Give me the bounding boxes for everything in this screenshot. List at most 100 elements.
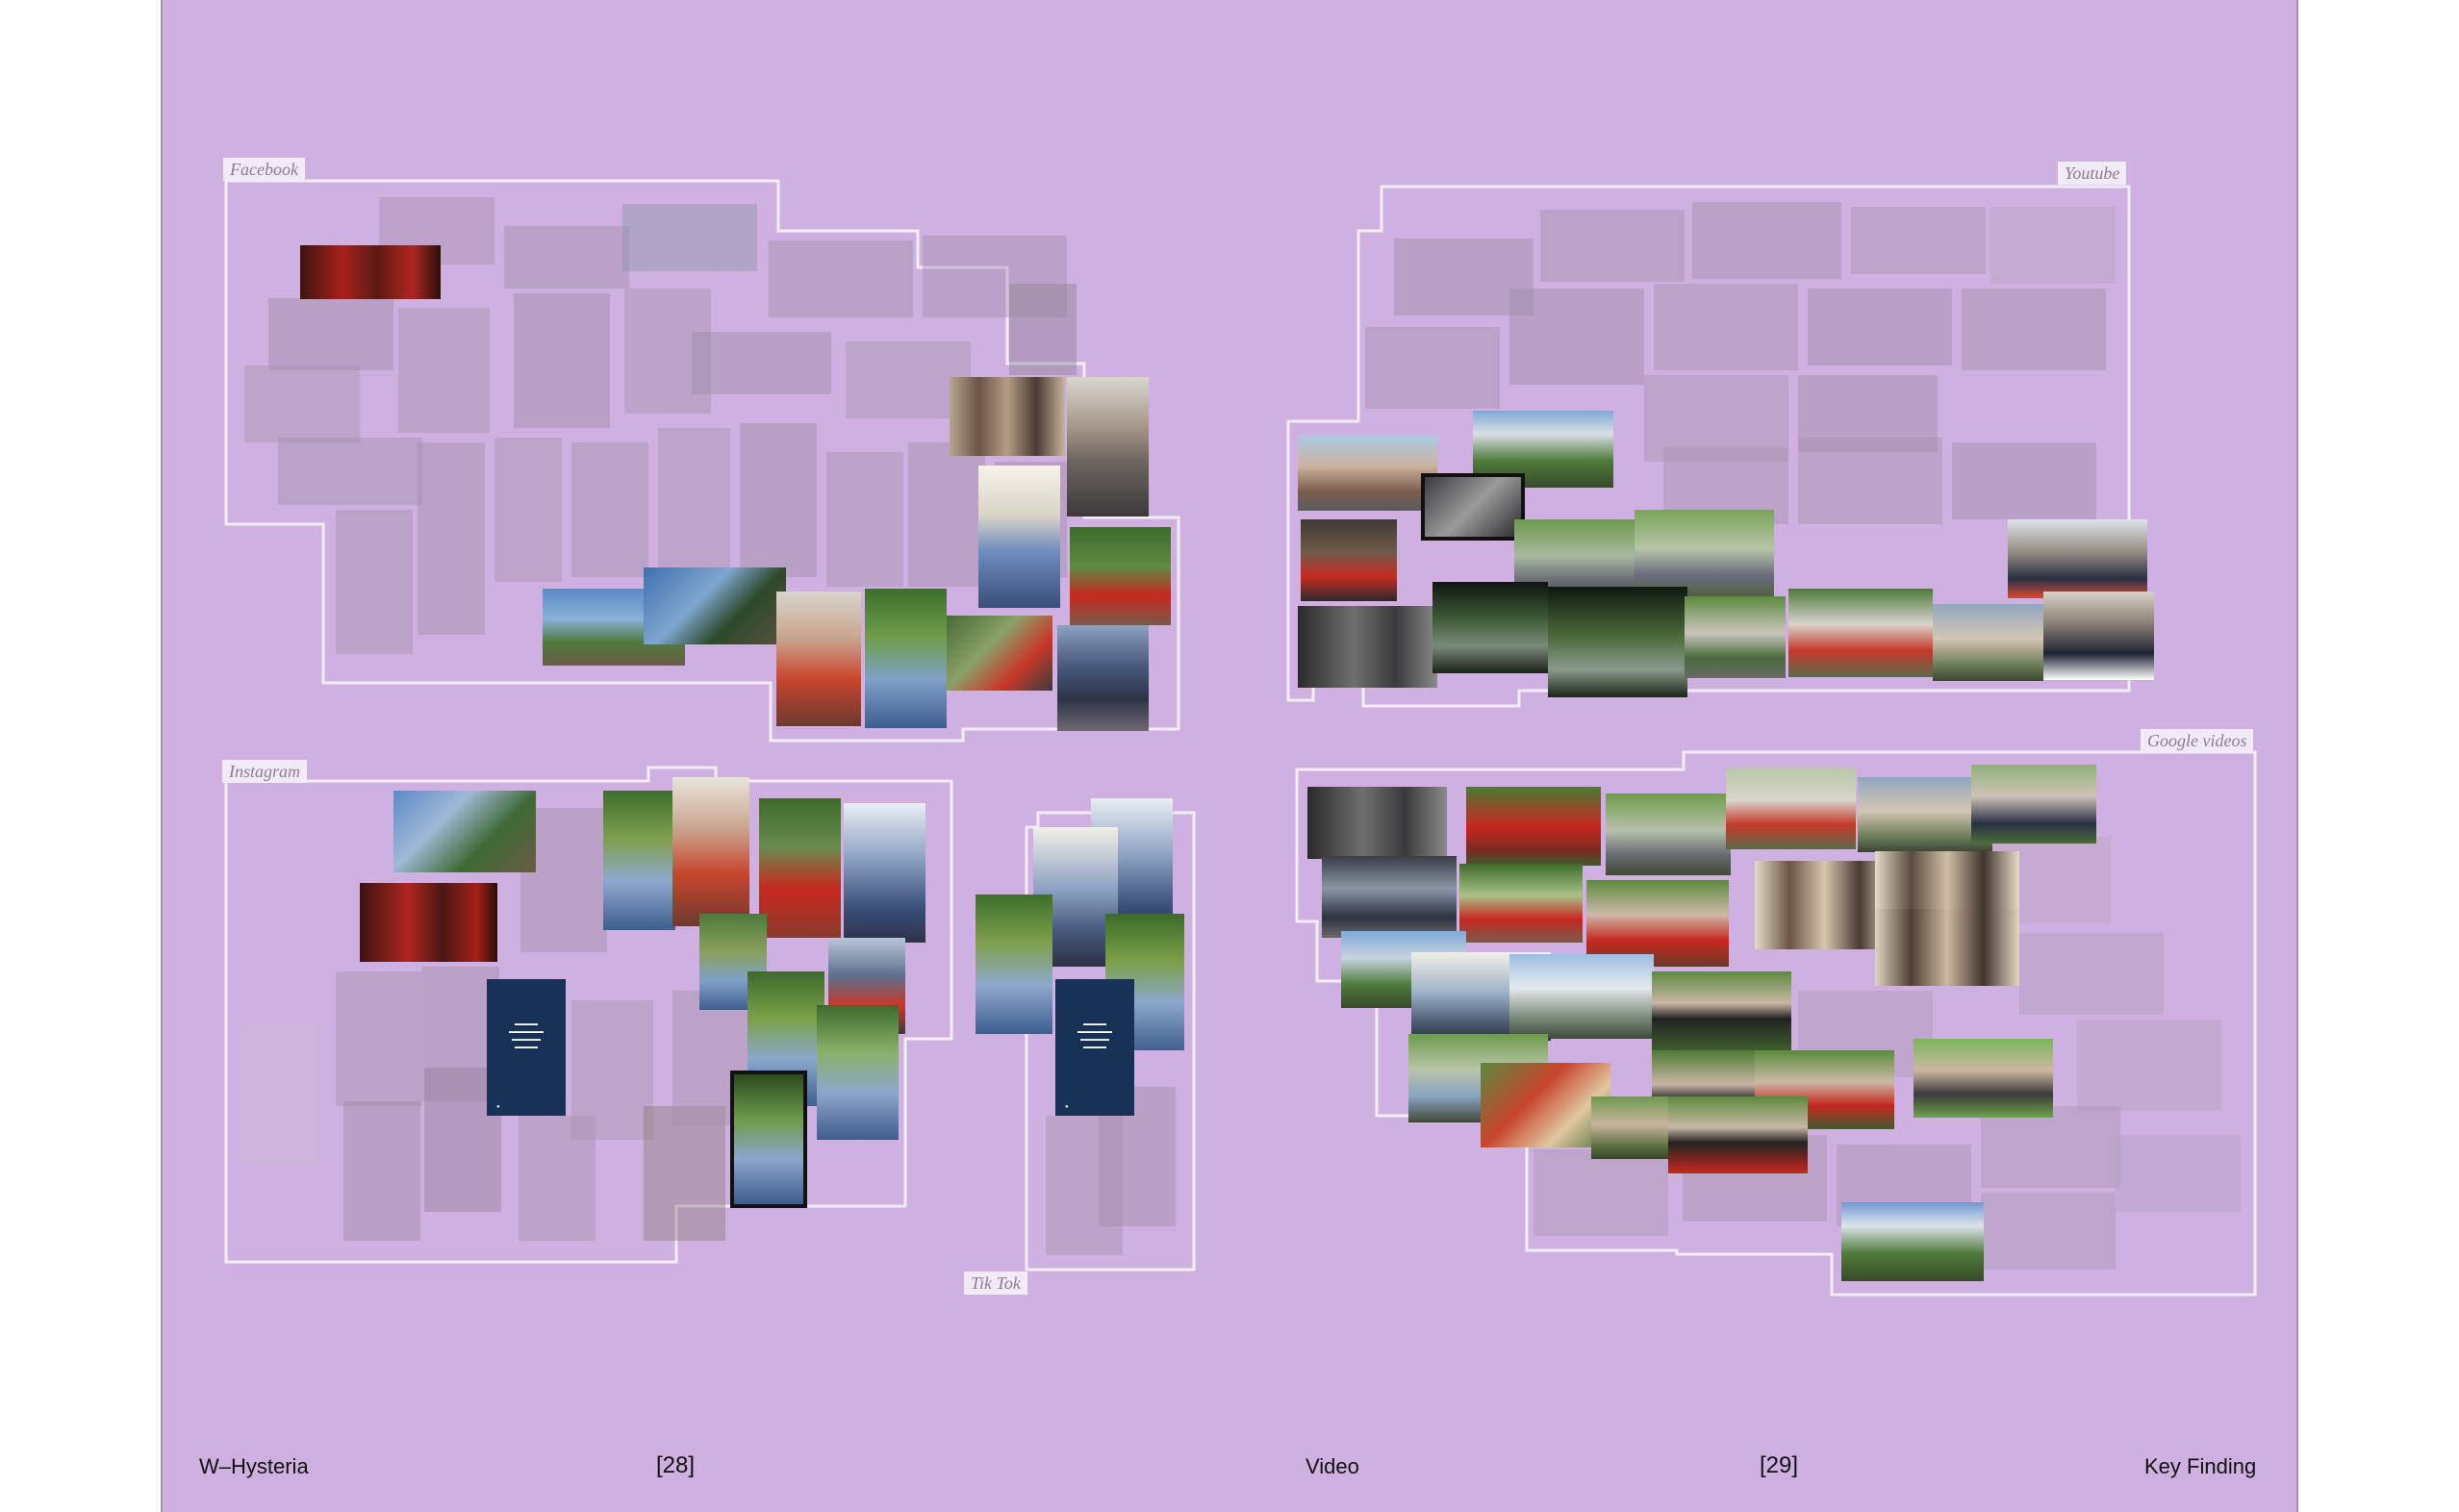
facebook-faded-thumbnail	[398, 308, 490, 433]
youtube-faded-thumbnail	[1509, 289, 1644, 385]
youtube-faded-thumbnail	[1692, 202, 1841, 279]
google-faded-thumbnail	[2019, 933, 2164, 1015]
facebook-faded-thumbnail	[908, 442, 985, 587]
facebook-thumbnail-floral-shirt	[776, 592, 861, 726]
facebook-thumbnail-quote-card	[978, 466, 1060, 608]
facebook-thumbnail-group-photo	[950, 377, 1065, 456]
footer-center-title: Video	[1306, 1454, 1359, 1478]
facebook-thumbnail-theater	[300, 245, 441, 299]
navy-card-badge: ●	[1065, 1104, 1069, 1110]
youtube-faded-thumbnail	[1798, 375, 1938, 452]
google-thumbnail-woman-mic	[1858, 777, 1992, 852]
instagram-faded-thumbnail	[519, 1116, 596, 1241]
youtube-thumbnail-red-jacket	[1301, 519, 1397, 601]
tiktok-thumbnail-navy-card: ▬▬▬▬ ▬▬▬▬▬▬ ▬▬▬▬▬ ▬▬▬▬ ●	[1055, 979, 1134, 1116]
facebook-faded-thumbnail	[244, 365, 360, 442]
google-thumbnail-red-man	[1586, 880, 1729, 967]
youtube-faded-thumbnail	[1798, 438, 1942, 524]
facebook-faded-thumbnail	[504, 226, 629, 289]
facebook-thumbnail-crowd	[947, 616, 1052, 691]
youtube-faded-thumbnail	[1808, 289, 1952, 365]
google-thumbnail-blue-sky	[1509, 954, 1654, 1039]
facebook-faded-thumbnail	[624, 289, 711, 414]
youtube-thumbnail-park-interview	[1635, 510, 1774, 596]
youtube-label: Youtube	[2058, 162, 2127, 185]
youtube-faded-thumbnail	[1851, 207, 1986, 274]
youtube-thumbnail-microphone	[1685, 596, 1786, 678]
google-thumbnail-dark-crowd	[1322, 856, 1457, 938]
instagram-faded-thumbnail	[571, 1000, 653, 1140]
facebook-faded-thumbnail	[923, 236, 1067, 317]
google-thumbnail-dark-group	[1307, 787, 1447, 859]
facebook-faded-thumbnail	[1009, 284, 1077, 375]
instagram-thumbnail-floral-man	[672, 777, 749, 926]
google-faded-thumbnail	[1981, 1193, 2116, 1270]
youtube-faded-thumbnail	[1644, 375, 1788, 462]
instagram-thumbnail-plaid-man	[603, 791, 675, 930]
instagram-faded-thumbnail	[336, 971, 422, 1106]
facebook-faded-thumbnail	[658, 428, 730, 592]
youtube-thumbnail-press-mics	[1788, 589, 1933, 677]
youtube-faded-thumbnail	[1394, 239, 1534, 315]
navy-card-text: ▬▬▬▬ ▬▬▬▬▬▬ ▬▬▬▬▬ ▬▬▬▬	[1077, 1021, 1112, 1050]
instagram-thumbnail-text-card	[844, 803, 925, 943]
google-videos-label: Google videos	[2141, 729, 2254, 752]
google-faded-thumbnail	[1981, 1106, 2120, 1188]
facebook-thumbnail-man-portrait	[1067, 377, 1149, 517]
google-thumbnail-politician	[1971, 765, 2096, 844]
facebook-faded-thumbnail	[826, 452, 903, 587]
youtube-thumbnail-man-speaking	[1298, 436, 1437, 511]
youtube-thumbnail-night-interview	[1432, 582, 1548, 673]
facebook-thumbnail-protest	[1057, 625, 1149, 731]
facebook-thumbnail-plaid-shirt	[865, 589, 947, 728]
instagram-faded-thumbnail	[240, 1024, 321, 1164]
instagram-thumbnail-red-jacket	[759, 798, 841, 938]
facebook-faded-thumbnail	[571, 442, 648, 577]
facebook-faded-thumbnail	[268, 298, 393, 370]
youtube-thumbnail-suit-man	[2043, 592, 2154, 680]
facebook-faded-thumbnail	[622, 204, 757, 271]
google-thumbnail-green-bust	[1914, 1039, 2053, 1118]
google-thumbnail-sunny-park-2	[1841, 1202, 1984, 1281]
facebook-label: Facebook	[223, 158, 305, 181]
tiktok-faded-thumbnail	[1046, 1116, 1123, 1255]
tiktok-label: Tik Tok	[964, 1272, 1027, 1295]
google-faded-thumbnail	[2077, 1020, 2221, 1111]
youtube-faded-thumbnail	[1654, 284, 1798, 370]
navy-card-badge: ●	[496, 1104, 500, 1110]
facebook-faded-thumbnail	[494, 438, 562, 582]
google-thumbnail-press-mics	[1726, 768, 1856, 849]
google-thumbnail-group-photo-3	[1875, 909, 2019, 986]
google-thumbnail-group-photo-1	[1755, 861, 1894, 949]
google-thumbnail-floral-crowd	[1481, 1063, 1610, 1147]
google-thumbnail-park-man	[1606, 794, 1731, 875]
instagram-faded-thumbnail	[422, 967, 499, 1101]
youtube-thumbnail-woman-mic	[1933, 604, 2043, 681]
facebook-faded-thumbnail	[418, 442, 485, 635]
google-thumbnail-red-jacket-speaker	[1459, 864, 1583, 943]
instagram-thumbnail-plaid-park	[817, 1005, 899, 1140]
youtube-thumbnail-politician	[2008, 519, 2147, 598]
youtube-faded-thumbnail	[1952, 442, 2096, 519]
google-thumbnail-sunglasses-4	[1668, 1096, 1808, 1173]
youtube-thumbnail-interview-dark	[1421, 473, 1525, 541]
instagram-thumbnail-crane	[393, 791, 536, 872]
youtube-thumbnail-dark-group	[1298, 606, 1437, 688]
facebook-thumbnail-crane	[644, 567, 786, 644]
facebook-faded-thumbnail	[514, 293, 610, 428]
facebook-faded-thumbnail	[740, 423, 817, 577]
google-thumbnail-sunglasses-1	[1652, 971, 1791, 1050]
tiktok-thumbnail-plaid-man	[976, 895, 1052, 1034]
facebook-faded-thumbnail	[336, 510, 413, 654]
youtube-faded-thumbnail	[1962, 289, 2106, 370]
google-faded-thumbnail	[2116, 1135, 2241, 1212]
instagram-thumbnail-theater	[360, 883, 497, 962]
youtube-thumbnail-dark-park	[1548, 587, 1687, 697]
google-thumbnail-red-jacket	[1466, 787, 1601, 866]
footer-right-title: Key Finding	[2144, 1454, 2257, 1478]
facebook-faded-thumbnail	[692, 332, 831, 394]
footer-right-page-number: [29]	[1760, 1452, 1799, 1478]
google-faded-thumbnail	[1534, 1149, 1668, 1236]
footer-left-page-number: [28]	[656, 1452, 696, 1478]
instagram-faded-thumbnail	[644, 1106, 725, 1241]
